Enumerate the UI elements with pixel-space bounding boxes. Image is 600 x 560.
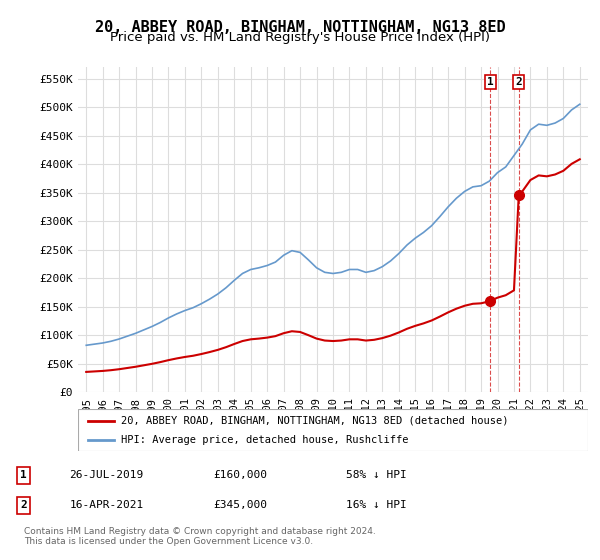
Text: 1: 1 <box>20 470 27 480</box>
Text: 20, ABBEY ROAD, BINGHAM, NOTTINGHAM, NG13 8ED (detached house): 20, ABBEY ROAD, BINGHAM, NOTTINGHAM, NG1… <box>121 416 509 426</box>
Text: 26-JUL-2019: 26-JUL-2019 <box>70 470 144 480</box>
Text: £345,000: £345,000 <box>214 501 268 511</box>
Text: Price paid vs. HM Land Registry's House Price Index (HPI): Price paid vs. HM Land Registry's House … <box>110 31 490 44</box>
Text: 16% ↓ HPI: 16% ↓ HPI <box>346 501 407 511</box>
Text: HPI: Average price, detached house, Rushcliffe: HPI: Average price, detached house, Rush… <box>121 435 409 445</box>
FancyBboxPatch shape <box>78 409 588 451</box>
Text: 58% ↓ HPI: 58% ↓ HPI <box>346 470 407 480</box>
Text: 16-APR-2021: 16-APR-2021 <box>70 501 144 511</box>
Text: 1: 1 <box>487 77 494 87</box>
Text: Contains HM Land Registry data © Crown copyright and database right 2024.
This d: Contains HM Land Registry data © Crown c… <box>24 526 376 546</box>
Text: 2: 2 <box>20 501 27 511</box>
Text: £160,000: £160,000 <box>214 470 268 480</box>
Text: 2: 2 <box>515 77 522 87</box>
Text: 20, ABBEY ROAD, BINGHAM, NOTTINGHAM, NG13 8ED: 20, ABBEY ROAD, BINGHAM, NOTTINGHAM, NG1… <box>95 20 505 35</box>
